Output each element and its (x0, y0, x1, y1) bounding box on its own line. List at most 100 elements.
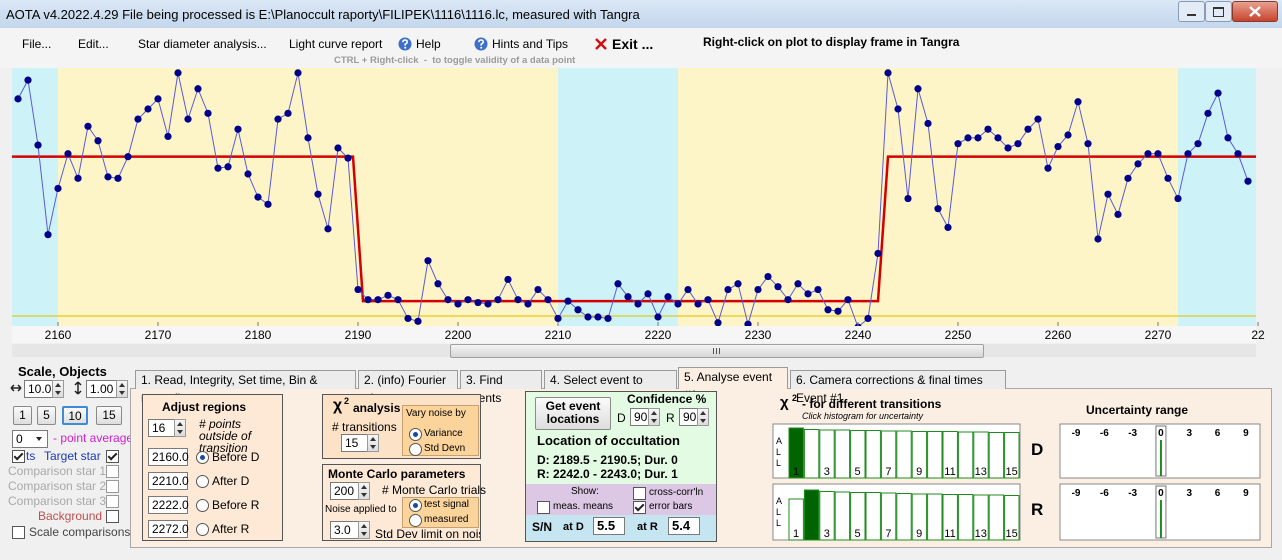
menu-item[interactable]: Exit ... (612, 36, 654, 52)
menu-item[interactable]: Hints and Tips (492, 37, 569, 51)
histogram-bar (880, 430, 897, 479)
radio[interactable] (196, 523, 209, 536)
data-point (484, 300, 492, 308)
radio[interactable] (409, 514, 422, 527)
data-point (464, 296, 472, 304)
x-tick-label: 2270 (1145, 328, 1172, 342)
checkbox[interactable] (12, 526, 25, 539)
uncertainty-tick-label: -3 (1128, 428, 1137, 439)
menu-item[interactable]: Star diameter analysis... (138, 37, 267, 51)
checkbox[interactable] (633, 501, 646, 514)
radio[interactable] (196, 451, 209, 464)
data-point (884, 69, 892, 77)
data-point (734, 280, 742, 288)
d-label: D (617, 411, 626, 425)
tab[interactable]: 4. Select event to analyse (544, 370, 677, 405)
checkbox[interactable] (106, 465, 119, 478)
minimize-button[interactable] (1178, 1, 1205, 22)
histogram-bar (896, 493, 912, 541)
data-point (114, 174, 122, 182)
scroll-thumb[interactable] (450, 344, 984, 358)
radio[interactable] (409, 499, 422, 512)
superscript: 2 (792, 393, 798, 403)
target-label: Target star (44, 449, 101, 463)
menu-item[interactable]: File... (22, 37, 52, 51)
get-event-button[interactable]: Get event locations (535, 397, 611, 430)
spinner[interactable] (358, 521, 370, 539)
x-tick-label: 2230 (745, 328, 772, 342)
data-point (1184, 150, 1192, 158)
data-point (1234, 150, 1242, 158)
spinner[interactable] (367, 434, 379, 452)
radio[interactable] (409, 443, 422, 456)
data-point (894, 105, 902, 113)
comparison-label: Comparison star 2 (8, 479, 107, 493)
transitions-label: # transitions (332, 420, 397, 434)
spinner[interactable] (116, 380, 128, 398)
all-label: ALL (776, 496, 783, 528)
data-point (1214, 89, 1222, 97)
scale-button[interactable]: 15 (96, 406, 122, 425)
exit-icon (595, 38, 607, 50)
histogram-bar (942, 431, 958, 479)
scale-button[interactable]: 5 (37, 406, 56, 425)
x-tick-label: 2170 (145, 328, 172, 342)
spinner[interactable] (358, 482, 370, 500)
histogram-bar (942, 494, 958, 541)
checkbox[interactable] (537, 501, 550, 514)
radio[interactable] (196, 475, 209, 488)
data-point (444, 296, 452, 304)
menu-bar (0, 28, 1282, 68)
data-point (1074, 98, 1082, 106)
checkbox[interactable] (106, 495, 119, 508)
tab[interactable]: 6. Camera corrections & final times Even… (790, 370, 1006, 405)
maximize-button[interactable] (1205, 1, 1232, 22)
checkbox[interactable] (106, 510, 119, 523)
data-point (1054, 142, 1062, 151)
region-input[interactable]: 2210.0 (148, 472, 189, 490)
checkbox[interactable] (106, 450, 119, 463)
x-tick-label: 2190 (345, 328, 372, 342)
x-tick-label: 2210 (545, 328, 572, 342)
data-point (604, 314, 612, 323)
region-input[interactable]: 2222.0 (148, 496, 189, 514)
data-point (134, 115, 142, 123)
histogram-tick-label: 9 (916, 528, 922, 540)
menu-item[interactable]: Light curve report (289, 37, 383, 51)
radio[interactable] (196, 499, 209, 512)
data-point (44, 231, 52, 239)
checkbox[interactable] (12, 450, 25, 463)
radio[interactable] (409, 428, 422, 441)
points-label: # points outside of transition (199, 417, 252, 455)
region-input[interactable]: 2160.0 (148, 448, 189, 466)
spinner[interactable] (174, 419, 186, 437)
data-point (34, 141, 42, 149)
uncertainty-tick-label: -9 (1072, 488, 1081, 499)
histogram-tick-label: 11 (944, 528, 955, 540)
data-point (104, 173, 112, 181)
menu-item[interactable]: Edit... (78, 37, 109, 51)
x-tick-label: 2250 (945, 328, 972, 342)
data-point (1134, 160, 1142, 168)
checkbox[interactable] (633, 487, 646, 500)
uncertainty-tick-label: -9 (1072, 428, 1081, 439)
help-icon (398, 37, 412, 51)
menu-item[interactable]: Help (416, 37, 441, 51)
spinner[interactable] (52, 380, 64, 398)
plot-area (12, 68, 1256, 326)
close-button[interactable] (1232, 1, 1278, 22)
data-point (54, 184, 62, 193)
region-input[interactable]: 2272.0 (148, 520, 189, 538)
data-point (684, 285, 692, 294)
spinner[interactable] (648, 408, 660, 426)
plot-hint: Right-click on plot to display frame in … (703, 35, 960, 49)
data-point (974, 134, 982, 142)
average-dropdown[interactable]: 0 (12, 430, 48, 448)
histogram-subtitle: Click histogram for uncertainty (802, 411, 924, 421)
scale-button[interactable]: 10 (62, 406, 88, 425)
data-point (324, 225, 332, 233)
scale-button[interactable]: 1 (13, 406, 32, 425)
data-point (614, 280, 622, 288)
spinner[interactable] (697, 408, 709, 426)
checkbox[interactable] (106, 480, 119, 493)
